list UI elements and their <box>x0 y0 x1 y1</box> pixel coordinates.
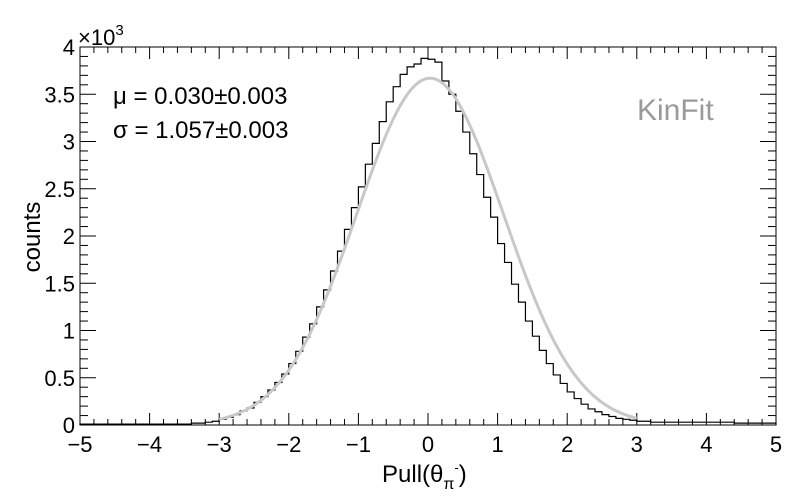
histogram-bin <box>567 392 574 425</box>
y-multiplier-base: ×10 <box>78 25 115 50</box>
x-tick-label: −2 <box>276 432 301 457</box>
histogram-bin <box>595 412 602 425</box>
histogram-bin <box>310 324 317 425</box>
y-axis-multiplier: ×103 <box>78 22 124 50</box>
histogram-bin <box>358 187 365 425</box>
y-tick-label: 2.5 <box>44 177 75 202</box>
histogram-bin <box>532 336 539 425</box>
histogram-bin <box>386 102 393 425</box>
method-label-kinfit: KinFit <box>637 94 714 127</box>
histogram-bin <box>317 307 324 425</box>
histogram-bin <box>588 409 595 425</box>
y-tick-label: 0.5 <box>44 366 75 391</box>
histogram-bin <box>609 416 616 425</box>
x-tick-label: 5 <box>770 432 782 457</box>
fit-sigma-annotation: σ = 1.057±0.003 <box>113 117 288 144</box>
x-axis-title-close: ) <box>459 461 467 488</box>
histogram-bin <box>602 415 609 425</box>
y-axis-ticks <box>80 46 776 426</box>
histogram-bin <box>393 87 400 425</box>
histogram-bin <box>421 58 428 425</box>
histogram-bin <box>616 418 623 425</box>
y-tick-label: 1.5 <box>44 271 75 296</box>
histogram-outline <box>79 57 777 425</box>
histogram-bin <box>505 262 512 425</box>
histogram-bin <box>574 399 581 425</box>
histogram-bin <box>546 364 553 425</box>
histogram-bin <box>525 321 532 425</box>
histogram-bin <box>623 419 630 425</box>
x-tick-label: −3 <box>207 432 232 457</box>
histogram-bin <box>518 302 525 425</box>
y-tick-label: 2 <box>63 224 75 249</box>
histogram-bin <box>289 364 296 425</box>
histogram-bin <box>400 74 407 425</box>
y-axis-title: counts <box>19 202 46 273</box>
x-tick-label: −4 <box>137 432 162 457</box>
histogram-bin <box>463 132 470 425</box>
histogram-bin <box>484 197 491 425</box>
histogram-bin <box>344 229 351 425</box>
histogram-bin <box>379 122 386 425</box>
y-tick-label: 4 <box>63 35 75 60</box>
histogram-bin <box>365 164 372 425</box>
y-tick-label: 0 <box>63 413 75 438</box>
histogram-series <box>79 57 777 425</box>
x-axis-title-subscript: π <box>443 476 454 493</box>
y-axis-tick-labels: 0 0.5 1 1.5 2 2.5 3 3.5 4 <box>44 35 75 438</box>
histogram-bin <box>296 351 303 425</box>
x-tick-label: 3 <box>631 432 643 457</box>
histogram-bin <box>324 290 331 425</box>
histogram-bin <box>581 404 588 425</box>
histogram-bin <box>428 59 435 425</box>
gaussian-fit-curve <box>218 76 638 421</box>
histogram-bin <box>456 111 463 425</box>
histogram-bin <box>477 175 484 425</box>
histogram-bin <box>372 143 379 425</box>
x-tick-label: −1 <box>346 432 371 457</box>
x-tick-label: 2 <box>561 432 573 457</box>
histogram-bin <box>247 408 254 425</box>
x-tick-label: 1 <box>491 432 503 457</box>
histogram-bin <box>351 208 358 425</box>
histogram-bin <box>414 64 421 425</box>
histogram-bin <box>512 284 519 425</box>
x-tick-label: −5 <box>67 432 92 457</box>
y-tick-label: 1 <box>63 319 75 344</box>
histogram-bin <box>275 382 282 425</box>
y-tick-label: 3.5 <box>44 82 75 107</box>
histogram-bin <box>560 383 567 425</box>
x-axis-tick-labels: −5 −4 −3 −2 −1 0 1 2 3 4 5 <box>67 432 782 457</box>
histogram-bin <box>407 67 414 425</box>
x-axis-title-main: Pull(θ <box>382 461 443 488</box>
histogram-bin <box>553 375 560 425</box>
x-tick-label: 4 <box>700 432 712 457</box>
histogram-bin <box>449 94 456 425</box>
histogram-bin <box>331 271 338 425</box>
histogram-bin <box>282 374 289 425</box>
histogram-bin <box>338 251 345 425</box>
histogram-bin <box>491 217 498 425</box>
histogram-bin <box>470 154 477 425</box>
y-tick-label: 3 <box>63 130 75 155</box>
x-axis-title: Pull(θπ-) <box>382 460 467 493</box>
x-tick-label: 0 <box>422 432 434 457</box>
fit-mean-annotation: μ = 0.030±0.003 <box>113 83 287 110</box>
histogram-bin <box>435 62 442 425</box>
x-axis-title-superscript: - <box>454 460 458 475</box>
histogram-bin <box>442 81 449 425</box>
histogram-bin <box>498 244 505 425</box>
y-multiplier-exponent: 3 <box>115 22 123 39</box>
histogram-bin <box>630 420 637 425</box>
histogram-bin <box>539 350 546 425</box>
histogram-bin <box>303 337 310 425</box>
